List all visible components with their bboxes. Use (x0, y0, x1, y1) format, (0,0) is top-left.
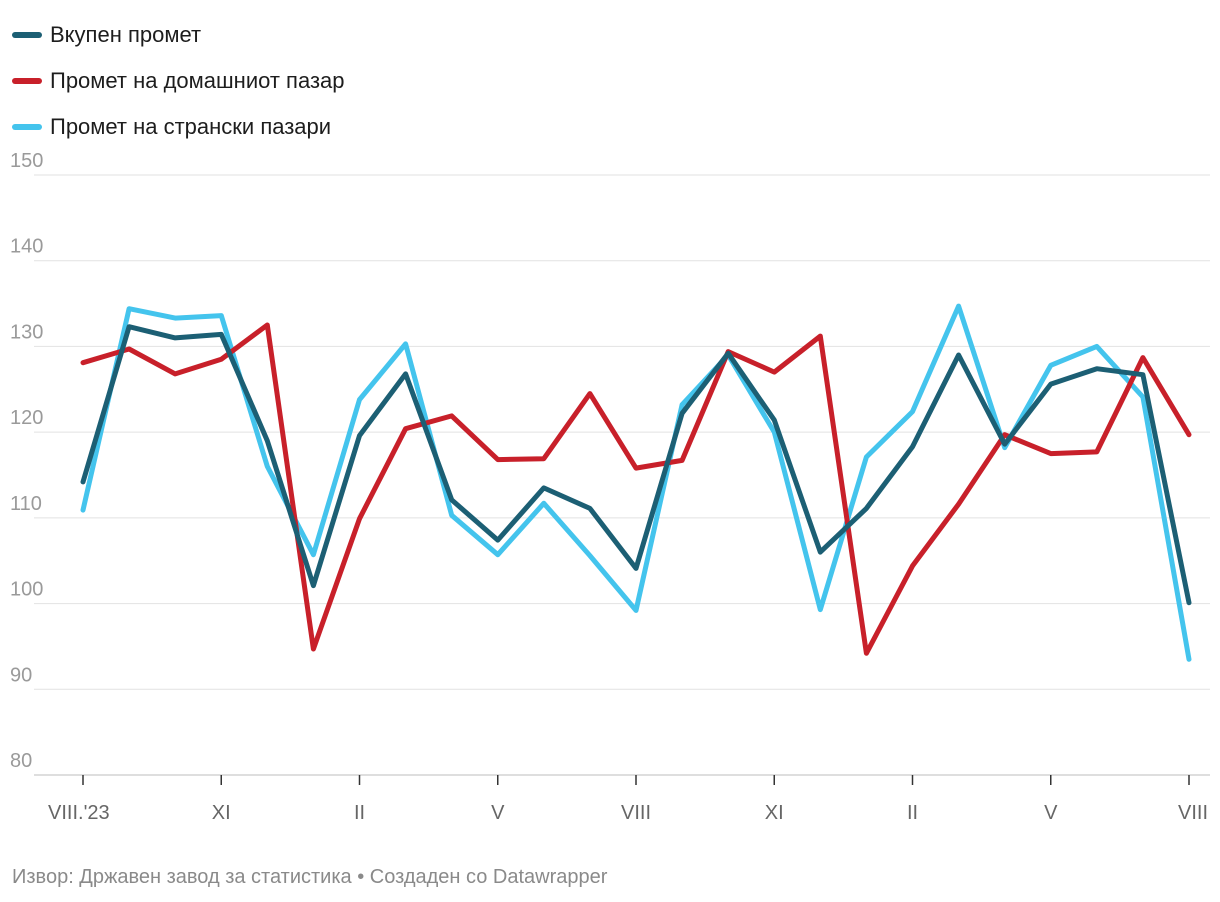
legend-item-domestic: Промет на домашниот пазар (12, 58, 345, 104)
series-line-0 (80, 324, 1192, 606)
y-tick-label-120: 120 (10, 407, 43, 429)
y-tick-label-140: 140 (10, 236, 43, 258)
y-tick-label-80: 80 (10, 750, 32, 772)
x-tick-label-3: V (491, 802, 505, 824)
x-tick-label-8: VIII (1178, 802, 1208, 824)
series-line-1 (80, 322, 1192, 656)
series-line-2 (80, 303, 1192, 662)
legend-item-foreign: Промет на странски пазари (12, 104, 345, 150)
y-tick-label-110: 110 (10, 493, 42, 515)
legend-swatch-total (12, 32, 42, 38)
legend-label-total: Вкупен промет (50, 22, 202, 47)
x-tick-label-0: VIII.'23 (48, 802, 110, 824)
x-tick-label-5: XI (765, 802, 784, 824)
x-tick-label-6: II (907, 802, 918, 824)
y-tick-label-90: 90 (10, 664, 32, 686)
y-tick-label-100: 100 (10, 579, 43, 601)
legend-item-total: Вкупен промет (12, 12, 345, 58)
legend-swatch-domestic (12, 78, 42, 84)
x-tick-label-2: II (354, 802, 365, 824)
legend: Вкупен промет Промет на домашниот пазар … (12, 12, 345, 150)
x-tick-label-4: VIII (621, 802, 651, 824)
y-tick-label-150: 150 (10, 150, 43, 172)
x-tick-label-7: V (1044, 802, 1058, 824)
y-tick-label-130: 130 (10, 321, 43, 343)
source-footer: Извор: Државен завод за статистика • Соз… (12, 866, 608, 888)
legend-swatch-foreign (12, 124, 42, 130)
legend-label-domestic: Промет на домашниот пазар (50, 68, 345, 93)
x-tick-label-1: XI (212, 802, 231, 824)
legend-label-foreign: Промет на странски пазари (50, 114, 332, 139)
